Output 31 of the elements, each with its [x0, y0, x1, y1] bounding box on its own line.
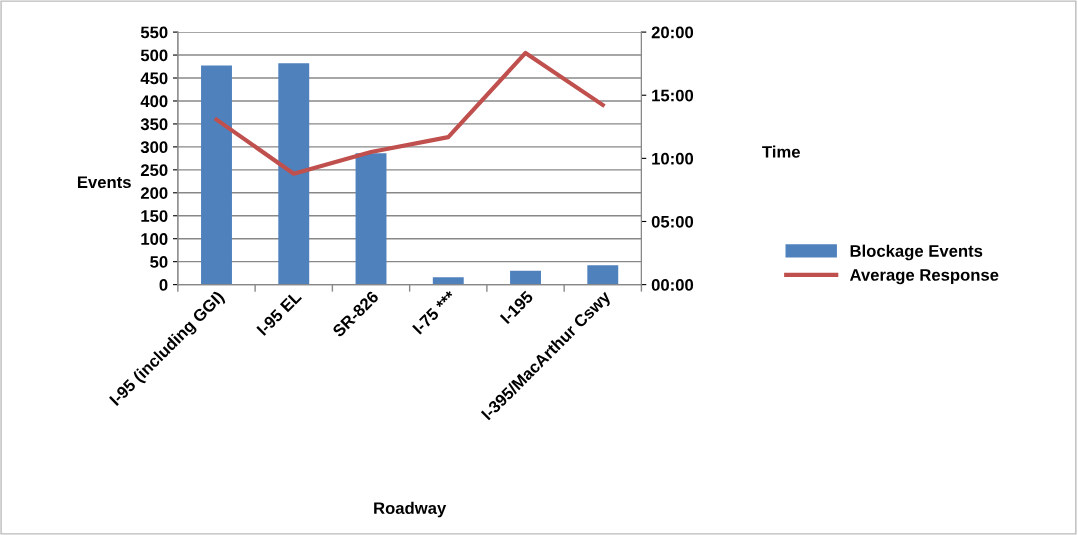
y2-axis-title: Time	[762, 145, 800, 158]
bar	[355, 153, 387, 285]
y-tick-label: 100	[141, 233, 168, 245]
bar	[587, 265, 619, 285]
y-tick-label: 450	[140, 72, 168, 85]
bar	[201, 65, 232, 285]
y-tick-label: 250	[140, 164, 168, 177]
x-tick-label: I-95 EL	[256, 290, 303, 336]
y2-tick-label: 00:00	[651, 279, 694, 291]
y-tick-label: 200	[140, 187, 168, 199]
y-tick-label: 50	[150, 256, 168, 268]
y2-tick-label: 15:00	[652, 89, 694, 102]
y-tick-label: 500	[140, 49, 168, 62]
bar	[510, 270, 541, 285]
y-tick-label: 300	[140, 141, 168, 154]
y-tick-label: 0	[159, 279, 168, 291]
legend-label: Average Response	[849, 269, 999, 285]
bar	[278, 63, 310, 285]
y-axis-title: Events	[77, 176, 131, 189]
x-tick-label: I-75 ***	[412, 289, 457, 335]
y-tick-label: 150	[141, 210, 168, 222]
bar	[432, 277, 464, 285]
y-tick-label: 400	[140, 95, 168, 108]
y2-tick-label: 20:00	[651, 26, 694, 39]
legend-label: Blockage Events	[850, 244, 983, 261]
y2-tick-label: 10:00	[652, 152, 694, 165]
line-series	[214, 50, 605, 176]
y-tick-label: 350	[140, 118, 168, 131]
y-tick-label: 550	[140, 26, 168, 39]
x-axis-title: Roadway	[374, 501, 447, 518]
y2-tick-label: 05:00	[651, 215, 694, 228]
